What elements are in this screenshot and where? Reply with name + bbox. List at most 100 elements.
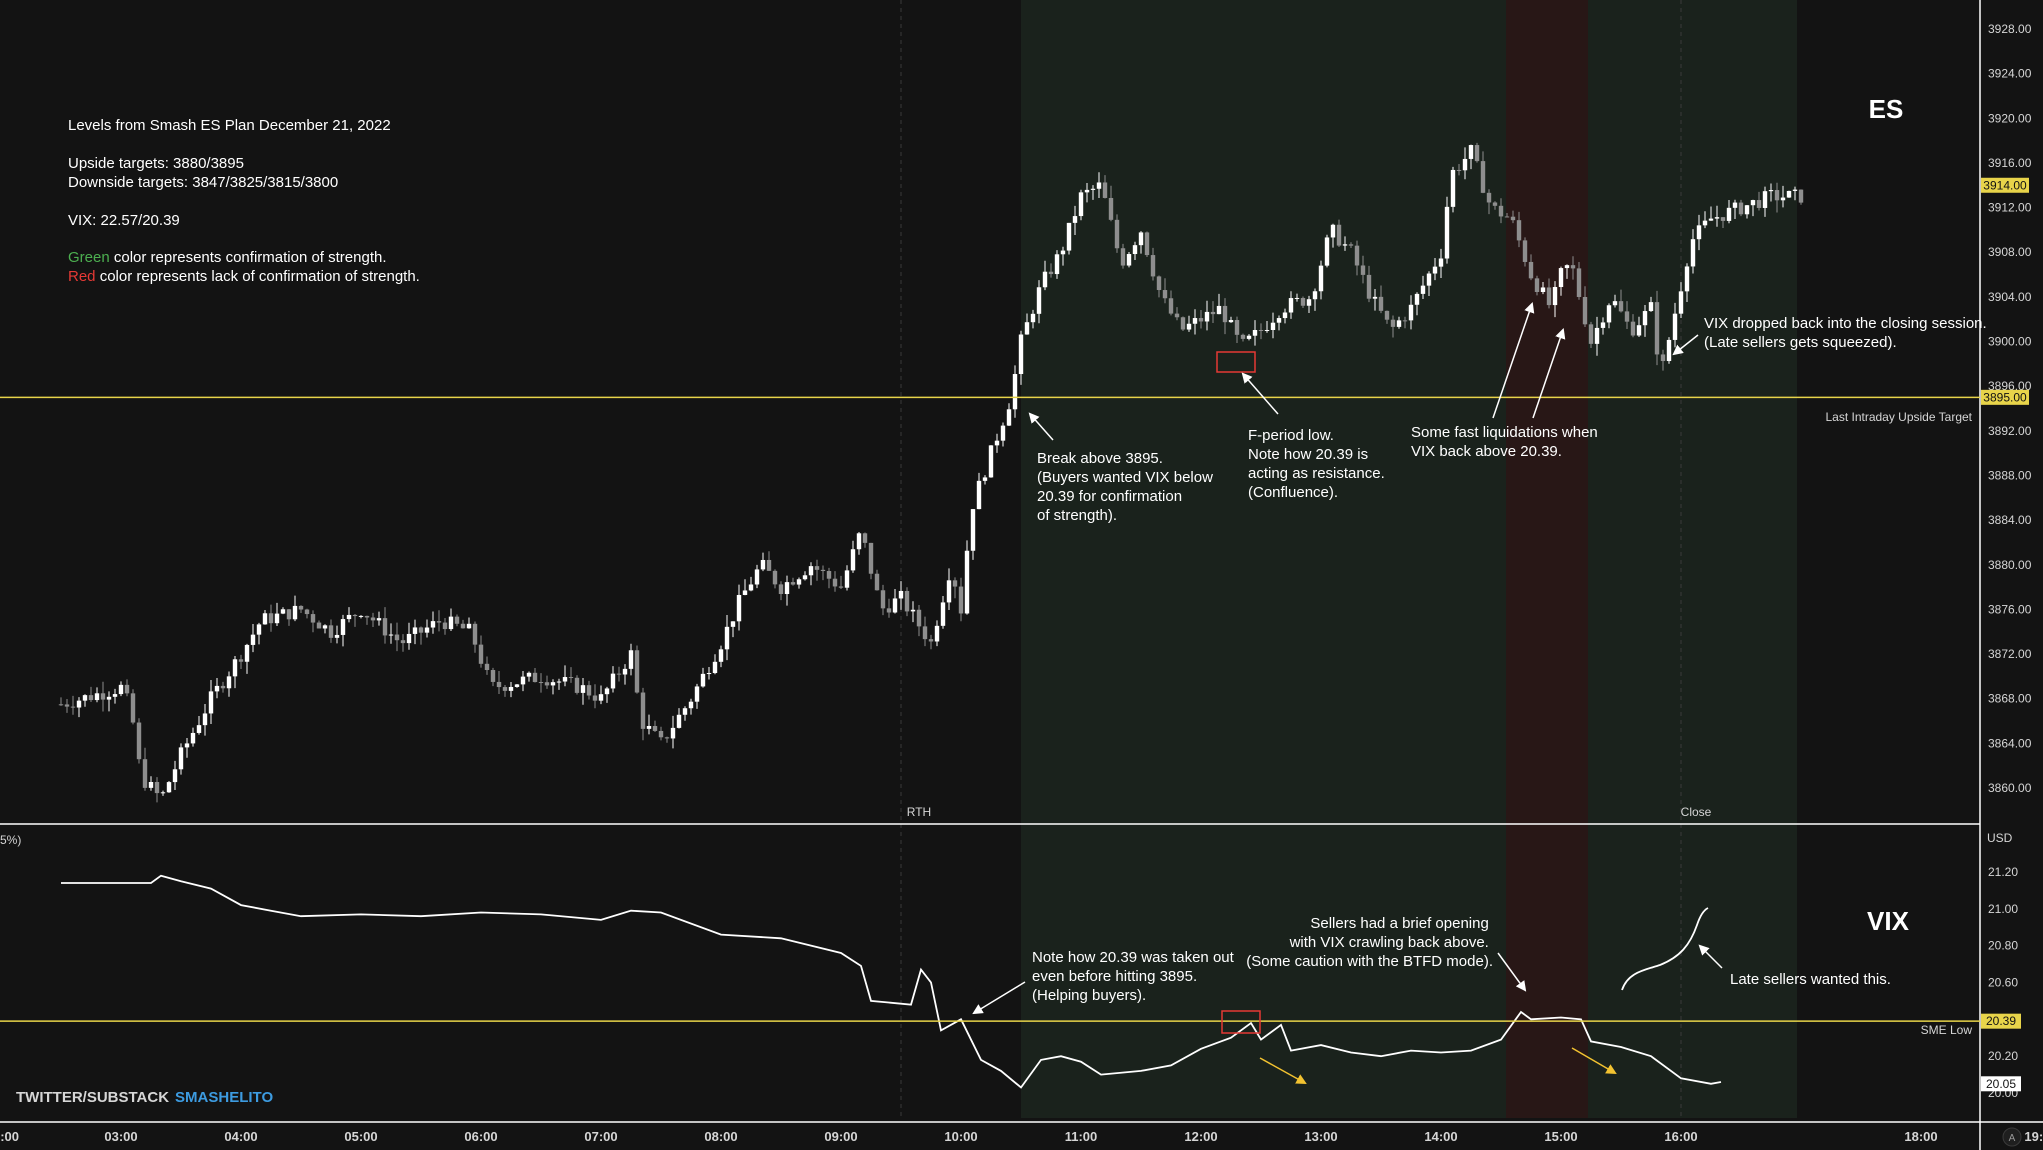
es-candle (1030, 309, 1036, 329)
es-candle (1168, 290, 1174, 316)
es-candle (598, 685, 604, 705)
es-candle (712, 654, 718, 675)
es-candle (1510, 210, 1516, 224)
vix-unit: USD (1987, 831, 2013, 845)
es-candle (628, 643, 634, 676)
es-tick-label: 3920.00 (1988, 111, 2032, 125)
es-candle (370, 612, 376, 628)
es-candle (988, 445, 994, 478)
es-candle (574, 675, 580, 695)
time-axis[interactable]: 3:00 03:00 04:00 05:00 06:00 07:00 08:00 09:00 1… (0, 1129, 2043, 1144)
es-candle (1144, 231, 1150, 258)
es-candle (1060, 246, 1066, 266)
es-candle (394, 622, 400, 652)
es-candle (1378, 285, 1384, 314)
es-candle (994, 433, 1000, 453)
es-candle (1216, 293, 1222, 315)
es-candle (1054, 250, 1060, 279)
es-candle (658, 726, 664, 741)
es-candle (1354, 240, 1360, 276)
es-candle (790, 577, 796, 586)
es-closing-note: VIX dropped back into the closing sessio… (1672, 315, 1987, 356)
es-candle (1702, 211, 1708, 229)
es-candle (160, 790, 166, 796)
es-candle (772, 569, 778, 589)
es-tick-label: 3860.00 (1988, 781, 2032, 795)
es-candle (1612, 294, 1618, 308)
es-candle (1342, 236, 1348, 251)
es-candle (232, 656, 238, 689)
breakout-arrow (1028, 412, 1054, 441)
es-candle (1672, 302, 1678, 348)
es-tick-label: 3916.00 (1988, 156, 2032, 170)
es-candle (1210, 301, 1216, 324)
es-candle (220, 681, 226, 693)
es-candle (1468, 144, 1474, 170)
es-candle (700, 667, 706, 688)
es-candle (1120, 243, 1126, 269)
es-candle (202, 704, 208, 736)
es-tick-label: 3864.00 (1988, 736, 2032, 750)
es-tick-label: 3912.00 (1988, 201, 2032, 215)
es-candle (1414, 292, 1420, 316)
es-candle (130, 689, 136, 725)
vix-tick-label: 20.80 (1988, 939, 2018, 953)
liquidations-arrow-2 (1532, 328, 1566, 419)
es-candle (316, 620, 322, 629)
time-tick-label: 07:00 (584, 1129, 617, 1144)
es-candle (646, 714, 652, 735)
es-candle (1390, 315, 1396, 338)
es-candle (1624, 301, 1630, 330)
es-candle (1318, 260, 1324, 300)
es-candle (1660, 349, 1666, 371)
es-candle (820, 565, 826, 581)
branding-prefix: TWITTER/SUBSTACK (16, 1089, 169, 1106)
es-candle (1750, 199, 1756, 217)
es-candle (442, 618, 448, 635)
es-candle (586, 680, 592, 700)
es-candle (922, 616, 928, 647)
vix-note-late-sellers: Late sellers wanted this. (1698, 944, 1891, 988)
es-candle (1498, 198, 1504, 224)
es-candle (250, 623, 256, 653)
es-candle (1756, 191, 1762, 211)
es-candle (1720, 217, 1726, 229)
es-price-axis[interactable]: 3928.00 3924.00 3920.00 3916.00 3912.00 3908.… (1988, 22, 2032, 795)
es-candle (82, 694, 88, 707)
sellers-arrow (1497, 952, 1527, 992)
es-candle (1186, 315, 1192, 332)
es-candle (1276, 315, 1282, 331)
es-candle (136, 718, 142, 764)
vix-tick-label: 21.00 (1988, 902, 2018, 916)
es-candle (364, 615, 370, 625)
vix-note-sellers: Sellers had a brief opening with VIX cra… (1246, 915, 1527, 992)
es-candle (436, 610, 442, 632)
es-candle (1102, 175, 1108, 199)
es-candle (1426, 271, 1432, 296)
es-candle (466, 617, 472, 629)
es-tick-label: 3868.00 (1988, 692, 2032, 706)
tradingview-logo-icon[interactable]: A (2002, 1127, 2022, 1147)
es-candle (1402, 316, 1408, 329)
es-candle (418, 626, 424, 645)
es-candle (1150, 247, 1156, 281)
time-tick-label: 09:00 (824, 1129, 857, 1144)
vix-legend-fragment: 5%) (0, 833, 21, 847)
vix-level-tag: 20.39 (1981, 1013, 2021, 1029)
es-candle (1516, 211, 1522, 248)
es-candle (1630, 314, 1636, 338)
es-candle (1534, 275, 1540, 296)
es-candle (1732, 199, 1738, 219)
vix-level-label: SME Low (1921, 1023, 1973, 1037)
header-notes: Levels from Smash ES Plan December 21, 2… (68, 117, 420, 285)
es-candle (1072, 205, 1078, 235)
fperiod-box (1216, 351, 1256, 373)
notes-downside: Downside targets: 3847/3825/3815/3800 (68, 174, 338, 191)
es-candle (1156, 275, 1162, 298)
es-candle (526, 671, 532, 682)
time-tick-label: 08:00 (704, 1129, 737, 1144)
es-candle (1606, 303, 1612, 329)
es-candle (682, 706, 688, 721)
